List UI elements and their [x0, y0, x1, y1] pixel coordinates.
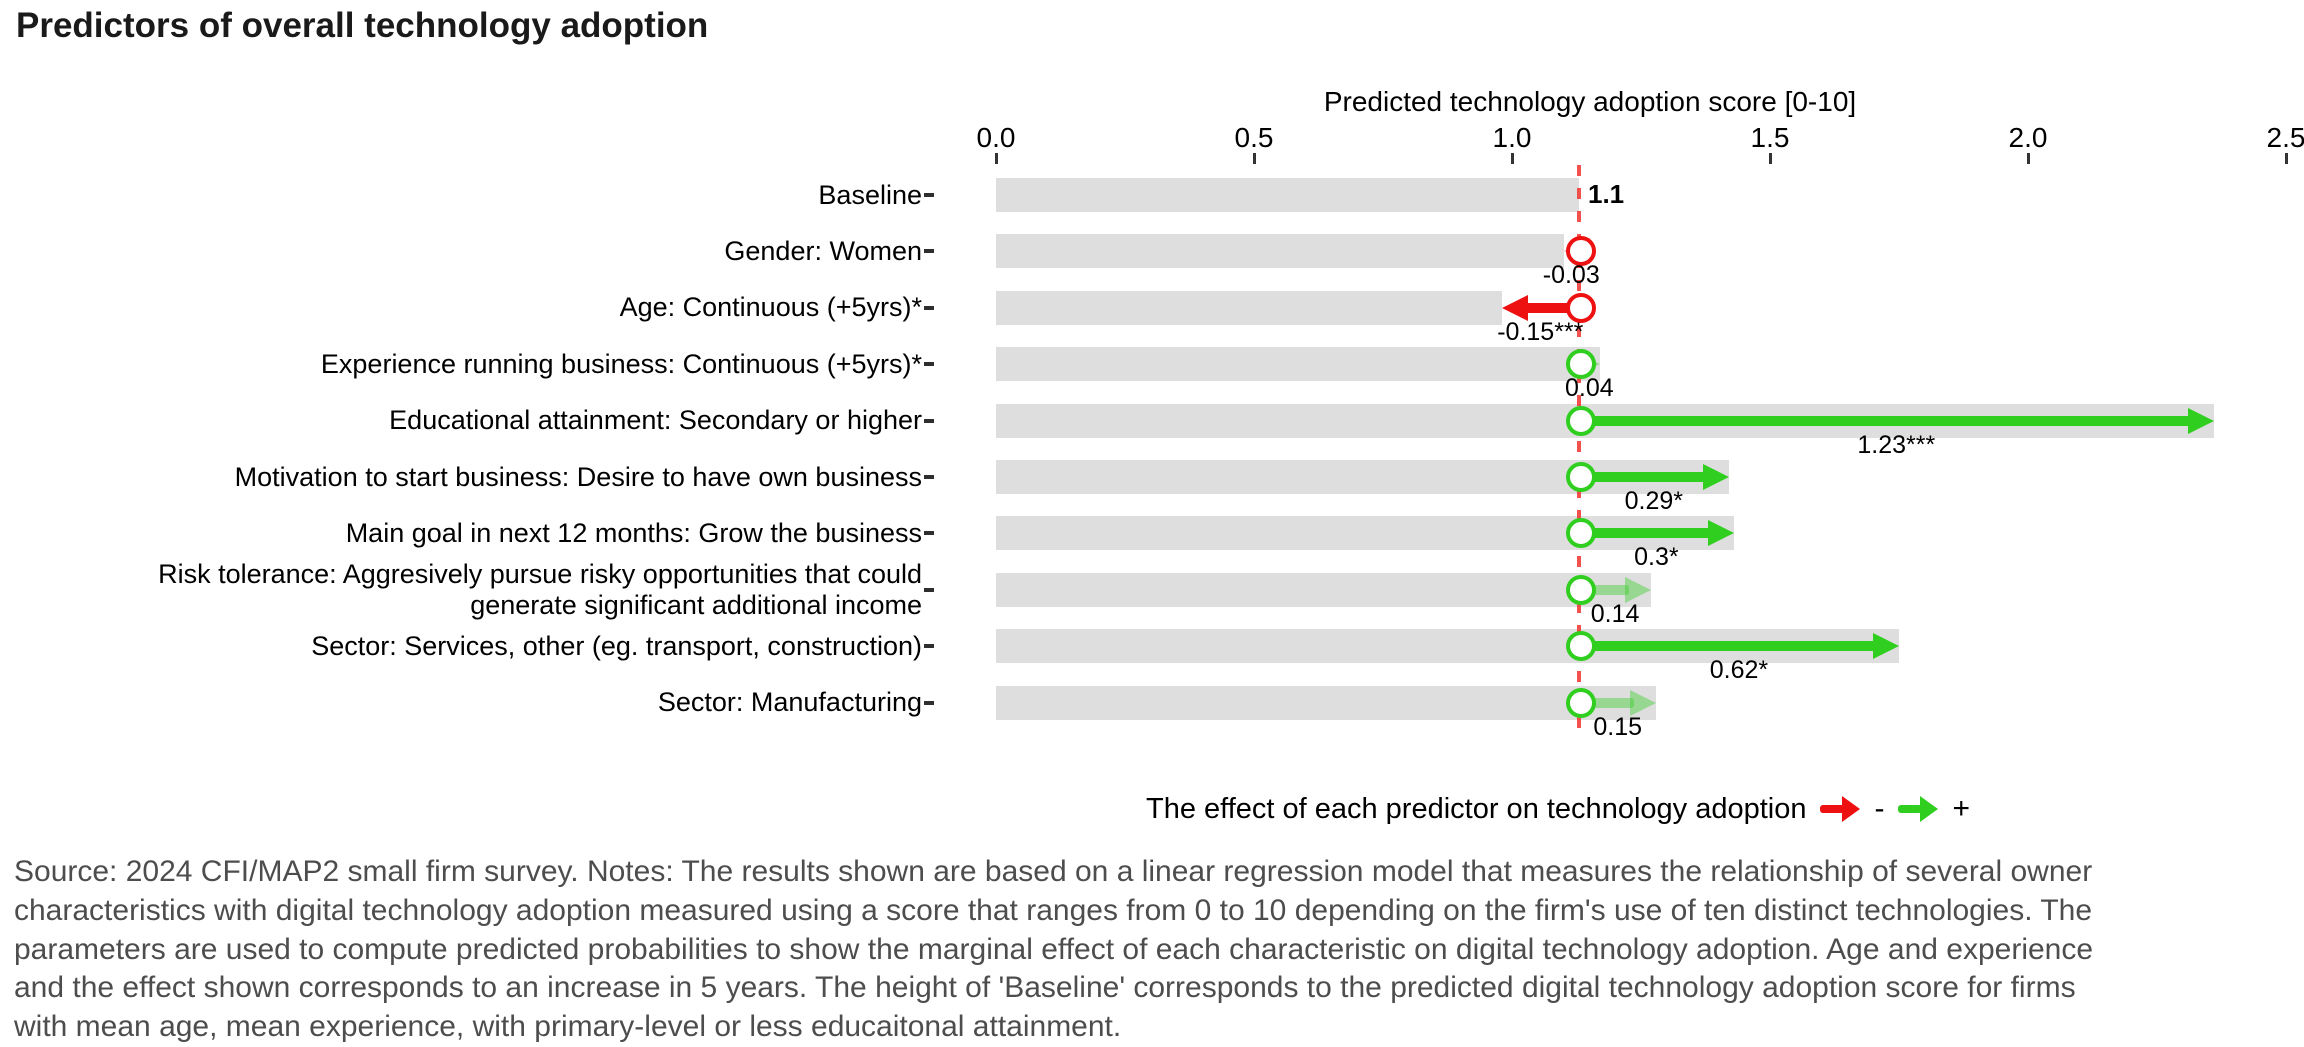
- category-tick-mark: [924, 193, 934, 197]
- footnote-line: characteristics with digital technology …: [14, 893, 2093, 927]
- effect-value-label: 0.62*: [1709, 656, 1769, 685]
- effect-value-label: 0.14: [1590, 599, 1640, 628]
- baseline-marker-circle: [1566, 631, 1596, 662]
- chart-title: Predictors of overall technology adoptio…: [16, 6, 709, 45]
- category-label: Motivation to start business: Desire to …: [234, 461, 922, 492]
- baseline-marker-circle: [1566, 292, 1596, 323]
- axis-tick-mark: [1510, 153, 1514, 164]
- baseline-reference-line: [1577, 165, 1581, 737]
- baseline-marker-circle: [1566, 349, 1596, 380]
- axis-tick-mark: [994, 153, 998, 164]
- positive-sign-label: +: [1952, 792, 1971, 825]
- category-label: Age: Continuous (+5yrs)*: [619, 292, 922, 323]
- bar: [996, 347, 1600, 382]
- footnote-line: and the effect shown corresponds to an i…: [14, 971, 2076, 1005]
- effect-arrow: [1579, 415, 2192, 426]
- footnote-line: Source: 2024 CFI/MAP2 small firm survey.…: [14, 855, 2093, 888]
- axis-tick-label: 1.0: [1492, 122, 1532, 153]
- category-tick-mark: [924, 587, 934, 592]
- baseline-marker-circle: [1566, 574, 1596, 605]
- baseline-marker-circle: [1566, 687, 1596, 718]
- baseline-marker-circle: [1566, 236, 1596, 267]
- bar: [996, 290, 1502, 325]
- effect-arrow: [1579, 528, 1712, 539]
- positive-effect-arrow-icon: [1898, 796, 1939, 822]
- x-axis-title: Predicted technology adoption score [0-1…: [1323, 86, 1857, 117]
- baseline-marker-circle: [1566, 462, 1596, 492]
- axis-tick-mark: [1768, 153, 1772, 164]
- axis-tick-label: 0.5: [1234, 122, 1274, 153]
- effect-arrowhead: [2187, 407, 2214, 434]
- category-label: Risk tolerance: Aggresively pursue risky…: [158, 558, 922, 620]
- category-tick-mark: [924, 362, 934, 367]
- negative-sign-label: -: [1874, 792, 1885, 825]
- category-label: Sector: Services, other (eg. transport, …: [311, 630, 922, 661]
- category-label: Experience running business: Continuous …: [320, 348, 922, 379]
- category-tick-mark: [924, 700, 934, 705]
- category-label: Baseline: [818, 179, 922, 210]
- effect-value-label: 0.29*: [1624, 487, 1684, 515]
- effect-arrow: [1523, 302, 1579, 313]
- category-label: Sector: Manufacturing: [657, 687, 922, 718]
- source-note: Source: 2024 CFI/MAP2 small firm survey.…: [14, 853, 2303, 1047]
- category-tick-mark: [924, 644, 934, 649]
- category-tick-mark: [924, 531, 934, 536]
- effect-value-label: 0.15: [1593, 712, 1643, 741]
- axis-tick-label: 2.5: [2266, 122, 2304, 153]
- effect-arrowhead: [1501, 294, 1528, 321]
- bar: [996, 572, 1652, 607]
- axis-tick-mark: [2026, 153, 2030, 164]
- effect-value-label: -0.03: [1542, 261, 1600, 290]
- effect-value-label: -0.15***: [1497, 317, 1584, 346]
- axis-tick-label: 2.0: [2008, 122, 2048, 153]
- effect-arrow: [1579, 584, 1630, 595]
- baseline-marker-circle: [1566, 518, 1596, 549]
- axis-tick-label: 1.5: [1750, 122, 1790, 153]
- negative-effect-arrow-icon: [1820, 796, 1861, 822]
- effect-arrowhead: [1702, 464, 1729, 490]
- legend: The effect of each predictor on technolo…: [1146, 792, 1970, 826]
- category-tick-mark: [924, 418, 934, 423]
- effect-arrowhead: [1872, 633, 1899, 660]
- category-tick-mark: [924, 475, 934, 479]
- effect-value-label: 0.04: [1564, 374, 1614, 403]
- effect-value-label: 1.23***: [1857, 430, 1936, 459]
- effect-arrowhead: [1707, 520, 1734, 547]
- effect-value-label: 0.3*: [1634, 543, 1679, 572]
- effect-arrowhead: [1630, 689, 1657, 716]
- bar: [996, 178, 1579, 212]
- bar: [996, 234, 1564, 269]
- category-tick-mark: [924, 249, 934, 254]
- axis-tick-label: 0.0: [976, 122, 1016, 153]
- footnote-line: with mean age, mean experience, with pri…: [14, 1010, 1122, 1044]
- effect-arrow: [1579, 641, 1877, 652]
- category-tick-mark: [924, 305, 934, 310]
- axis-tick-mark: [2284, 153, 2288, 164]
- category-label: Educational attainment: Secondary or hig…: [389, 405, 922, 436]
- legend-label: The effect of each predictor on technolo…: [1146, 792, 1807, 825]
- baseline-marker-circle: [1566, 405, 1596, 436]
- footnote-line: parameters are used to compute predicted…: [14, 932, 2094, 966]
- baseline-value-label: 1.1: [1588, 179, 1625, 209]
- effect-arrow: [1579, 472, 1707, 482]
- category-label: Main goal in next 12 months: Grow the bu…: [345, 517, 922, 548]
- category-label: Gender: Women: [724, 235, 922, 266]
- effect-arrowhead: [1625, 576, 1652, 603]
- bar: [996, 685, 1657, 720]
- axis-tick-mark: [1252, 153, 1256, 164]
- effect-arrow: [1579, 697, 1635, 708]
